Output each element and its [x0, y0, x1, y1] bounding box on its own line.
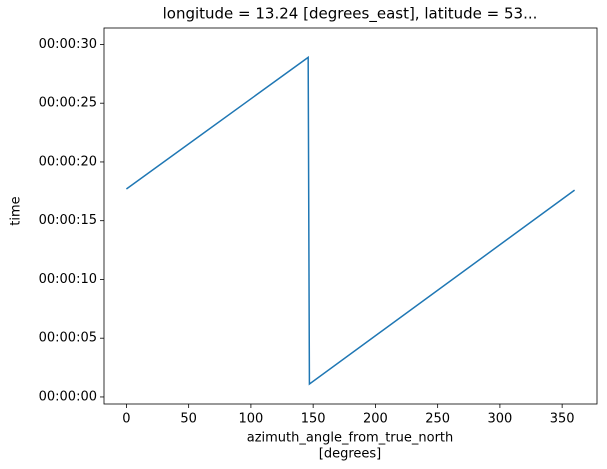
x-tick-label: 250 — [425, 412, 450, 427]
y-tick-label: 00:00:25 — [39, 96, 97, 111]
x-tick-label: 300 — [487, 412, 512, 427]
x-axis-label: azimuth_angle_from_true_north — [247, 431, 454, 446]
y-tick-label: 00:00:00 — [39, 389, 97, 404]
y-tick-label: 00:00:10 — [39, 272, 97, 287]
x-tick-label: 0 — [122, 412, 130, 427]
y-tick-label: 00:00:20 — [39, 154, 97, 169]
x-tick-label: 100 — [238, 412, 263, 427]
x-axis-unit: [degrees] — [319, 447, 381, 462]
chart-title: longitude = 13.24 [degrees_east], latitu… — [163, 5, 538, 24]
x-tick-label: 150 — [301, 412, 326, 427]
y-axis-label: time — [9, 196, 24, 225]
data-line — [125, 55, 576, 386]
y-tick-label: 00:00:05 — [39, 331, 97, 346]
x-tick-label: 350 — [550, 412, 575, 427]
x-tick-label: 200 — [363, 412, 388, 427]
y-tick-label: 00:00:15 — [39, 213, 97, 228]
plot-frame — [103, 27, 598, 405]
y-tick-label: 00:00:30 — [39, 37, 97, 52]
x-tick-label: 50 — [180, 412, 197, 427]
